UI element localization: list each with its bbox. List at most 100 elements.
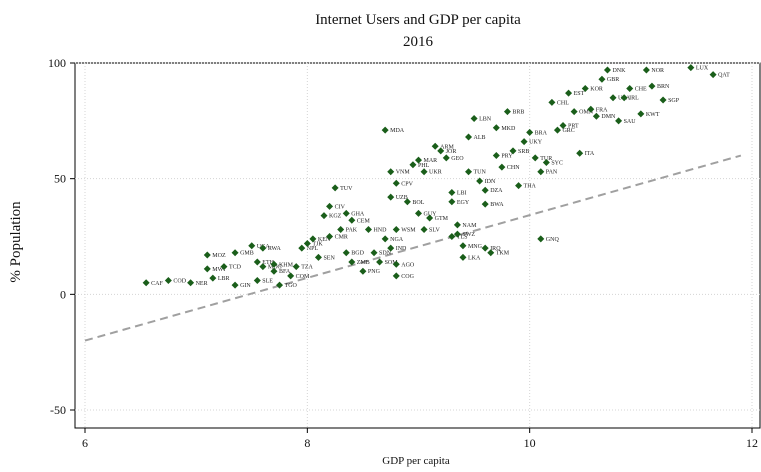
point-label: COD: [173, 278, 186, 284]
data-point: [381, 235, 389, 243]
point-label: TUR: [540, 156, 552, 162]
chart-title: Internet Users and GDP per capita: [315, 12, 521, 28]
data-point: [270, 260, 278, 268]
data-point: [598, 75, 606, 83]
data-point: [420, 168, 428, 176]
data-point: [481, 186, 489, 194]
point-label: IDN: [485, 179, 496, 185]
data-point: [559, 121, 567, 129]
point-label: CHE: [635, 86, 647, 92]
y-axis-label: % Population: [8, 201, 24, 283]
point-label: IRQ: [490, 246, 501, 252]
point-label: ARM: [440, 144, 454, 150]
point-label: LBI: [457, 191, 467, 197]
point-label: PHL: [418, 163, 430, 169]
data-point: [203, 265, 211, 273]
point-label: ZMB: [357, 260, 370, 266]
point-label: PNG: [368, 269, 381, 275]
point-label: MDA: [390, 128, 405, 134]
point-label: PRT: [568, 123, 579, 129]
point-label: COM: [296, 274, 310, 280]
data-point: [576, 149, 584, 157]
data-point: [415, 156, 422, 164]
y-tick-label: 0: [60, 287, 66, 301]
point-label: KHM: [279, 262, 294, 268]
data-point: [381, 126, 389, 134]
data-point: [642, 66, 650, 74]
x-tick-label: 10: [524, 436, 536, 450]
data-point: [553, 126, 561, 134]
data-point: [453, 221, 461, 229]
point-label: RWA: [268, 246, 282, 252]
data-point: [659, 96, 667, 104]
data-points: CAFCODNERMOZMWILBRTCDGMBGINUGASLERWAETHM…: [142, 64, 730, 289]
data-point: [687, 64, 695, 72]
data-point: [609, 94, 617, 102]
point-label: TUN: [474, 170, 487, 176]
data-point: [498, 163, 506, 171]
data-point: [453, 230, 461, 238]
y-tick-label: -50: [50, 403, 66, 417]
point-label: TUV: [340, 186, 353, 192]
data-point: [326, 233, 334, 240]
point-label: NPL: [307, 246, 319, 252]
point-label: BRA: [535, 130, 548, 136]
point-label: ETH: [262, 260, 274, 266]
data-point: [270, 267, 278, 275]
reference-line: [84, 154, 742, 342]
data-point: [465, 168, 473, 176]
data-point: [392, 179, 400, 187]
point-label: QAT: [718, 73, 730, 79]
data-point: [470, 115, 478, 123]
point-label: BWA: [490, 202, 504, 208]
point-label: TZA: [301, 265, 313, 271]
point-label: NGA: [390, 237, 404, 243]
point-label: DMN: [601, 114, 616, 120]
data-point: [420, 226, 428, 234]
point-label: BFA: [279, 269, 291, 275]
data-point: [203, 251, 211, 259]
point-label: CIV: [335, 204, 346, 210]
data-point: [309, 235, 317, 243]
data-point: [537, 235, 545, 243]
point-label: CHL: [557, 100, 569, 106]
point-label: BGD: [351, 251, 364, 257]
data-point: [531, 154, 539, 162]
data-point: [431, 142, 439, 150]
data-point: [142, 279, 150, 287]
data-point: [364, 226, 372, 234]
data-point: [542, 158, 550, 166]
point-label: CAF: [151, 281, 163, 287]
point-label: MKD: [501, 126, 516, 132]
point-label: IRL: [629, 96, 639, 102]
point-label: TJK: [312, 241, 323, 247]
data-point: [220, 263, 228, 271]
data-point: [376, 258, 384, 266]
data-point: [709, 71, 717, 79]
data-point: [648, 82, 656, 90]
point-label: KWT: [646, 112, 660, 118]
data-point: [387, 244, 395, 252]
y-tick-label: 50: [54, 172, 66, 186]
data-point: [581, 84, 589, 92]
point-label: THA: [524, 184, 537, 190]
reference-line-group: [84, 154, 742, 342]
point-label: NAM: [462, 223, 477, 229]
data-point: [403, 198, 411, 206]
data-point: [448, 198, 456, 206]
point-label: EGY: [457, 200, 470, 206]
point-label: MAR: [424, 158, 438, 164]
data-point: [287, 272, 295, 280]
point-label: SYC: [551, 160, 563, 166]
data-point: [548, 98, 556, 106]
data-point: [303, 239, 311, 247]
point-label: SLV: [429, 228, 440, 234]
data-point: [476, 177, 484, 185]
point-label: MNG: [468, 244, 483, 250]
data-point: [253, 276, 261, 284]
point-label: DNK: [612, 68, 626, 74]
data-point: [342, 209, 350, 217]
data-point: [314, 253, 322, 261]
x-tick-label: 8: [304, 436, 310, 450]
